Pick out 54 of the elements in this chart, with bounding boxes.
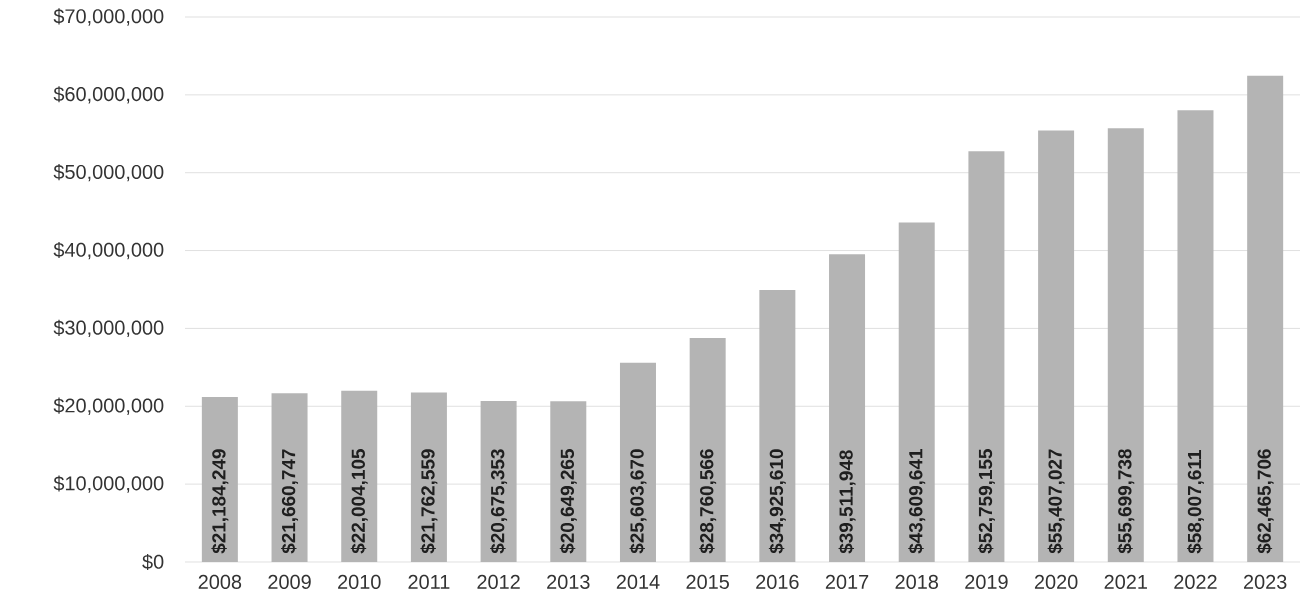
bar: [689, 338, 726, 562]
bar: [201, 397, 238, 562]
x-tick-label: 2018: [895, 574, 939, 589]
x-tick-label: 2021: [1104, 574, 1147, 589]
data-label: $28,760,566: [699, 449, 717, 554]
data-label: $21,184,249: [211, 449, 229, 554]
bar: [1038, 130, 1075, 562]
data-label: $58,007,611: [1186, 450, 1204, 554]
data-label: $62,465,706: [1256, 449, 1274, 554]
y-tick-label: $40,000,000: [53, 241, 164, 260]
x-tick-label: 2011: [408, 574, 450, 589]
bar: [410, 392, 447, 562]
x-tick-label: 2008: [198, 574, 242, 589]
x-tick-label: 2023: [1244, 574, 1287, 589]
data-label: $21,762,559: [420, 449, 438, 554]
x-tick-label: 2009: [268, 574, 311, 589]
bar: [898, 222, 935, 562]
bar: [1107, 128, 1144, 562]
data-label: $20,675,353: [490, 449, 508, 554]
x-tick-label: 2020: [1034, 574, 1078, 589]
y-tick-label: $10,000,000: [53, 475, 164, 493]
bar: [829, 254, 866, 562]
y-tick-label: $60,000,000: [53, 86, 164, 104]
data-label: $25,603,670: [629, 449, 647, 554]
bar: [619, 362, 656, 562]
data-label: $55,407,027: [1047, 449, 1065, 554]
y-tick-label: $50,000,000: [53, 164, 164, 182]
x-tick-label: 2010: [338, 574, 381, 589]
x-tick-label: 2013: [547, 574, 590, 589]
data-label: $52,759,155: [977, 449, 995, 554]
bar: [341, 390, 378, 562]
x-tick-label: 2019: [965, 574, 1008, 589]
x-tick-label: 2017: [825, 574, 869, 589]
y-tick-label: $0: [142, 553, 164, 571]
bar: [1247, 75, 1284, 562]
x-tick-label: 2012: [477, 574, 520, 589]
data-label: $21,660,747: [281, 449, 299, 554]
y-tick-label: $70,000,000: [53, 8, 164, 26]
data-label: $43,609,641: [908, 449, 926, 554]
data-label: $34,925,610: [768, 449, 786, 554]
data-label: $22,004,105: [350, 449, 368, 554]
data-label: $20,649,265: [559, 449, 577, 554]
bar: [271, 393, 308, 562]
x-tick-label: 2016: [756, 574, 799, 589]
x-tick-label: 2014: [616, 574, 660, 589]
bar: [759, 290, 796, 562]
data-label: $39,511,948: [838, 450, 856, 554]
x-tick-label: 2022: [1174, 574, 1217, 589]
bar: [1177, 110, 1214, 562]
x-tick-label: 2015: [686, 574, 729, 589]
data-label: $55,699,738: [1117, 449, 1135, 554]
y-tick-label: $20,000,000: [53, 397, 164, 415]
y-tick-label: $30,000,000: [53, 319, 164, 338]
bar: [968, 151, 1005, 562]
